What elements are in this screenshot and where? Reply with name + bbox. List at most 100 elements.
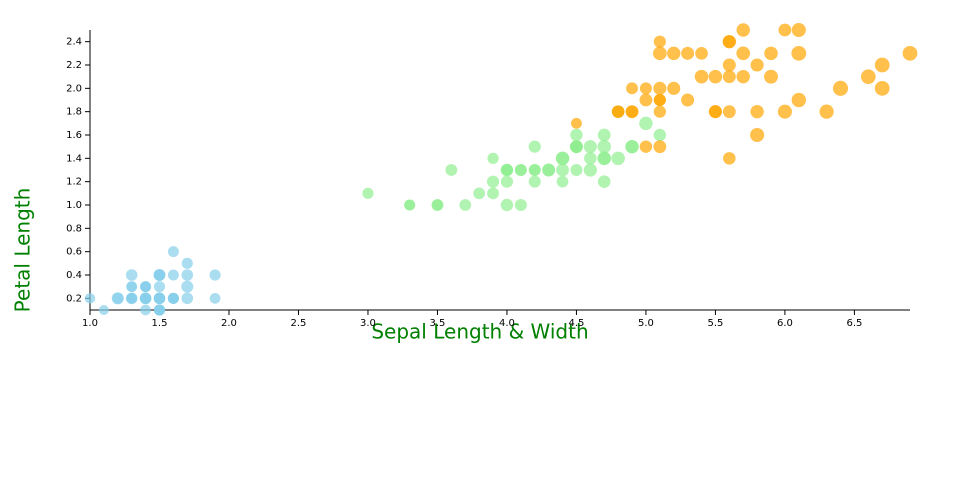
point [708,69,723,84]
point [791,22,806,38]
point [125,269,138,281]
point [667,46,681,61]
point [362,187,374,199]
point [445,164,458,176]
point [209,269,221,281]
point [625,105,639,118]
point [708,105,722,119]
point [556,163,569,177]
point [626,82,638,95]
point [84,293,96,304]
point [570,128,583,142]
point [681,46,695,60]
point [819,104,834,119]
point [750,58,764,72]
y-tick-label: 0.4 [66,270,82,281]
y-tick-label: 2.4 [66,37,82,48]
point [611,105,625,118]
point [154,304,165,316]
point [542,163,555,177]
y-tick-label: 1.8 [66,107,82,118]
point [556,175,569,188]
point [571,117,582,129]
point [528,140,541,153]
point [736,46,751,61]
point [667,81,681,95]
point [431,199,444,211]
point [639,140,653,153]
point [514,198,527,212]
x-tick-label: 3.0 [360,318,376,329]
point [722,105,736,119]
point [597,139,611,154]
point [404,199,416,211]
point [653,46,667,61]
x-tick-label: 2.0 [221,318,237,329]
point [639,82,652,95]
point [791,92,806,108]
point [167,269,179,281]
point [167,292,179,304]
x-tick-label: 5.5 [707,318,723,329]
y-tick-label: 2.0 [66,83,82,94]
point [639,116,653,131]
point [653,81,667,95]
point [625,140,639,154]
y-tick-label: 0.6 [66,247,82,258]
point [140,292,152,304]
point [583,140,597,154]
point [473,187,486,200]
point [153,269,166,281]
y-tick-label: 0.2 [66,293,82,304]
point [681,93,695,107]
point [736,23,750,37]
point [653,35,666,48]
x-tick-label: 4.5 [568,318,584,329]
point [639,93,653,107]
point [528,164,541,176]
point [126,281,137,292]
point [181,269,194,281]
point [860,69,876,84]
point [764,69,778,84]
x-tick-label: 1.5 [152,318,168,329]
point [736,69,750,84]
point [874,57,890,73]
point [459,199,472,211]
x-tick-label: 2.5 [291,318,307,329]
point [181,280,194,293]
point [653,105,666,118]
x-tick-label: 1.0 [82,318,98,329]
point [653,140,667,154]
point [874,80,890,96]
point [112,292,124,304]
point [597,128,611,142]
point [555,151,570,165]
x-tick-label: 3.5 [430,318,446,329]
point [723,152,736,165]
point [140,304,151,316]
y-tick-label: 1.2 [66,177,82,188]
x-axis-title: Sepal Length & Width [371,320,588,344]
point [611,151,625,166]
point [722,70,736,84]
point [832,80,849,96]
point [722,34,737,49]
point [583,163,597,177]
point [764,46,778,61]
x-tick-label: 6.5 [846,318,862,329]
point [153,281,166,293]
point [501,164,513,176]
point [653,93,666,107]
point [487,187,499,200]
x-tick-label: 5.0 [638,318,654,329]
point [486,175,500,188]
point [570,164,583,176]
point [98,304,109,316]
y-axis-title: Petal Length [11,188,35,313]
y-tick-label: 1.0 [66,200,82,211]
point [777,104,792,119]
y-tick-label: 2.2 [66,60,82,71]
point [500,175,514,188]
